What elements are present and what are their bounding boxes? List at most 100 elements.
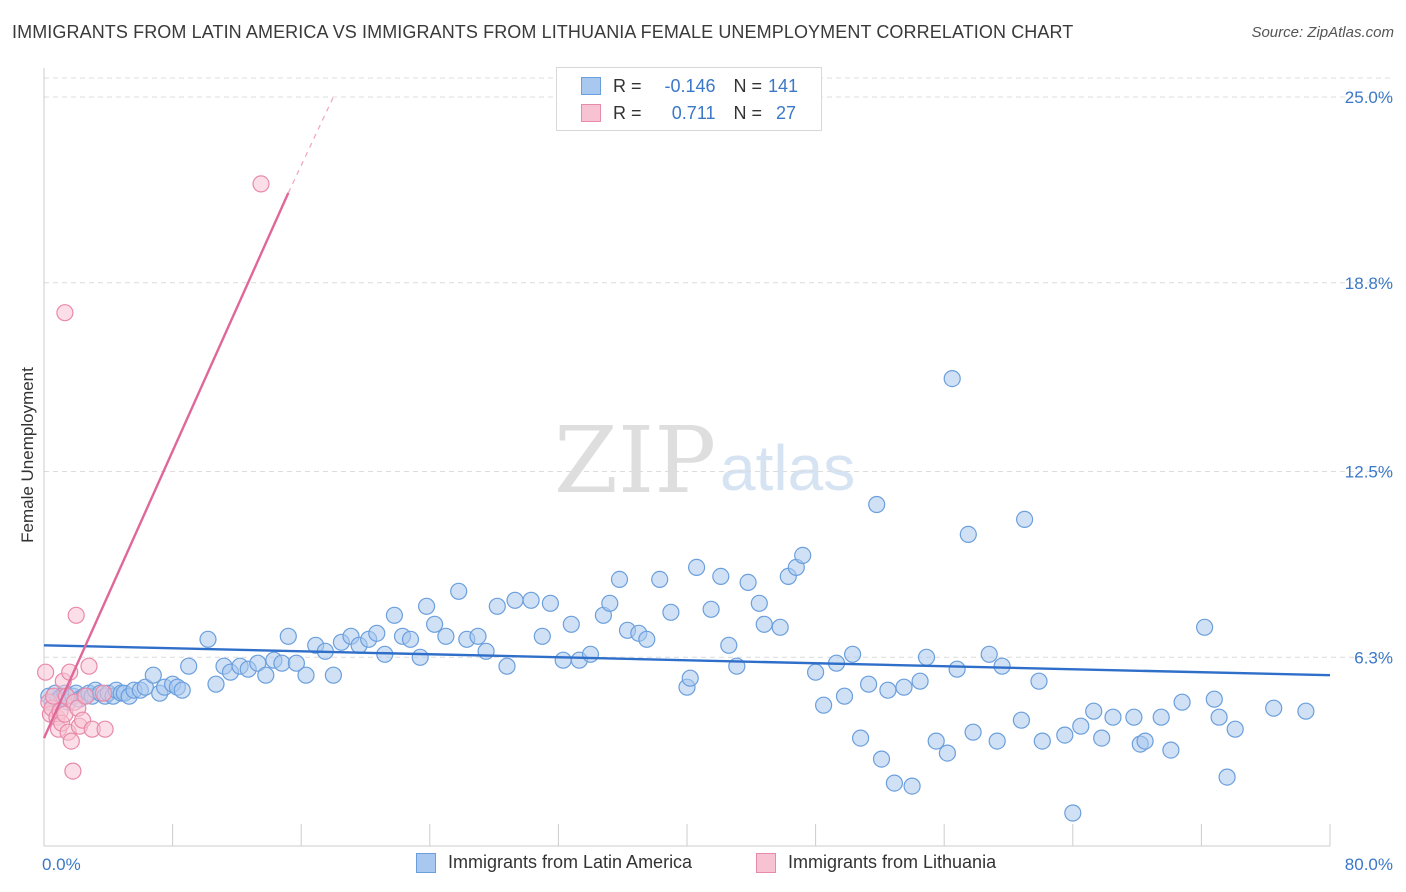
point-series0-140 xyxy=(1218,768,1236,786)
point-series0-52 xyxy=(368,624,386,642)
point-series0-111 xyxy=(917,648,936,666)
trend-line-series0 xyxy=(43,644,1331,677)
point-series0-117 xyxy=(964,723,982,741)
point-series0-120 xyxy=(993,657,1011,675)
y-tick-label-0: 6.3% xyxy=(1354,648,1393,667)
legend-item-latin-america[interactable]: Immigrants from Latin America xyxy=(416,852,692,873)
point-series0-72 xyxy=(562,615,580,633)
point-series0-105 xyxy=(872,750,891,768)
trend-extension-series1 xyxy=(287,96,334,194)
x-tick-label-0: 0.0% xyxy=(42,855,81,874)
point-series0-98 xyxy=(814,696,833,714)
point-series0-68 xyxy=(522,591,540,609)
point-series0-76 xyxy=(601,594,619,612)
point-series0-32 xyxy=(199,630,217,648)
legend-item-lithuania[interactable]: Immigrants from Lithuania xyxy=(756,852,996,873)
series-points xyxy=(36,175,1315,822)
point-series0-141 xyxy=(1226,720,1244,738)
x-tick-labels: 0.0% 80.0% xyxy=(42,855,1393,874)
point-series0-122 xyxy=(1015,510,1034,529)
point-series0-110 xyxy=(911,672,929,690)
point-series0-112 xyxy=(927,732,945,750)
point-series0-57 xyxy=(411,648,429,666)
point-series0-137 xyxy=(1195,618,1214,636)
point-series0-69 xyxy=(533,627,551,645)
point-series0-101 xyxy=(843,645,862,663)
point-series0-86 xyxy=(702,600,720,618)
point-series0-25 xyxy=(144,666,162,684)
point-series0-133 xyxy=(1136,732,1154,750)
point-series0-143 xyxy=(1297,702,1315,720)
legend-row-latin-america: R = -0.146 N = 141 xyxy=(581,73,798,99)
point-series0-142 xyxy=(1265,699,1283,717)
point-series0-107 xyxy=(885,774,904,792)
point-series0-41 xyxy=(273,654,291,672)
legend-swatch-latin-america xyxy=(416,852,436,873)
point-series0-44 xyxy=(297,666,315,684)
point-series0-77 xyxy=(610,570,629,589)
point-series0-92 xyxy=(755,615,773,633)
point-series0-119 xyxy=(988,732,1006,750)
point-series0-129 xyxy=(1093,729,1111,747)
point-series0-118 xyxy=(980,645,998,663)
point-series0-24 xyxy=(136,678,154,696)
legend-swatch-lithuania xyxy=(581,104,601,122)
point-series0-109 xyxy=(903,777,921,795)
point-series0-30 xyxy=(173,681,191,699)
point-series0-81 xyxy=(651,570,669,589)
legend-swatch-latin-america xyxy=(581,77,601,95)
point-series0-33 xyxy=(207,675,225,693)
trend-line-series1 xyxy=(42,192,290,739)
chart-source: Source: ZipAtlas.com xyxy=(1251,24,1394,41)
point-series0-116 xyxy=(959,525,977,544)
watermark-atlas: atlas xyxy=(720,432,855,504)
legend-r-label: R = xyxy=(613,75,642,96)
legend-r-label: R = xyxy=(613,102,642,123)
point-series0-136 xyxy=(1173,693,1191,711)
series-legend: Immigrants from Latin America Immigrants… xyxy=(0,852,1406,878)
point-series0-139 xyxy=(1210,708,1228,726)
point-series0-93 xyxy=(771,618,789,636)
legend-label-latin-america: Immigrants from Latin America xyxy=(448,852,693,872)
legend-r-value: 0.711 xyxy=(671,102,716,123)
point-series1-17 xyxy=(67,606,85,624)
point-series0-61 xyxy=(450,582,468,600)
point-series0-80 xyxy=(638,630,656,648)
point-series0-115 xyxy=(948,660,966,678)
point-series0-121 xyxy=(1012,711,1031,729)
point-series1-24 xyxy=(94,684,113,702)
y-tick-label-2: 18.8% xyxy=(1345,274,1393,293)
point-series0-91 xyxy=(750,594,768,612)
y-tick-label-1: 12.5% xyxy=(1345,463,1393,482)
point-series0-63 xyxy=(469,627,487,645)
watermark: ZIP atlas xyxy=(554,407,855,514)
point-series0-74 xyxy=(581,645,600,663)
point-series1-14 xyxy=(62,732,80,750)
point-series0-60 xyxy=(437,627,455,645)
legend-n-label: N = xyxy=(733,102,763,123)
point-series0-103 xyxy=(859,675,878,693)
point-series0-114 xyxy=(943,370,961,388)
chart-title: IMMIGRANTS FROM LATIN AMERICA VS IMMIGRA… xyxy=(12,22,1074,42)
point-series0-70 xyxy=(541,594,560,612)
point-series0-96 xyxy=(794,546,812,565)
point-series0-64 xyxy=(477,642,495,660)
point-series0-58 xyxy=(418,597,436,615)
point-series1-26 xyxy=(252,175,270,193)
point-series0-106 xyxy=(879,681,897,699)
point-series0-71 xyxy=(554,651,572,669)
point-series0-130 xyxy=(1104,708,1122,726)
point-series0-54 xyxy=(385,606,403,624)
point-series0-102 xyxy=(851,729,870,747)
point-series0-131 xyxy=(1125,708,1143,726)
point-series1-22 xyxy=(80,657,98,675)
point-series0-43 xyxy=(287,654,305,672)
point-series0-127 xyxy=(1072,717,1090,735)
point-series0-126 xyxy=(1064,804,1082,822)
point-series0-108 xyxy=(895,678,913,696)
point-series1-21 xyxy=(77,687,95,705)
legend-n-label: N = xyxy=(733,75,763,96)
point-series0-85 xyxy=(681,669,699,687)
point-series0-134 xyxy=(1152,708,1170,726)
